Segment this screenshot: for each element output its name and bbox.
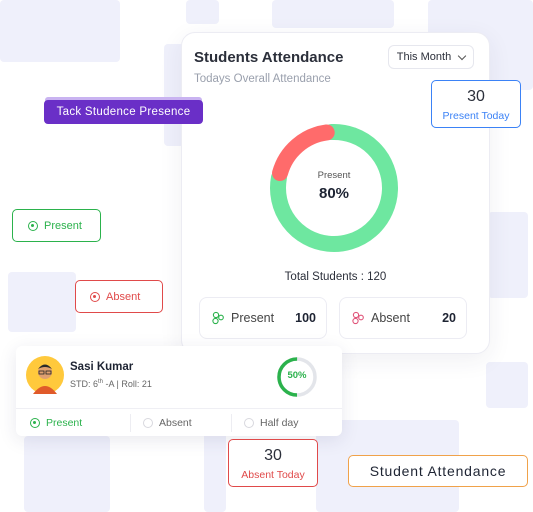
absent-today-box: 30 Absent Today — [228, 439, 318, 487]
progress-fill — [277, 357, 317, 397]
option-half-day-label: Half day — [260, 417, 299, 429]
bg-square — [204, 424, 226, 512]
option-half-day[interactable]: Half day — [244, 417, 299, 429]
period-select[interactable]: This Month — [388, 45, 474, 69]
divider — [231, 414, 232, 432]
track-presence-pill: Tack Studence Presence — [44, 100, 203, 124]
attendance-donut-chart — [270, 124, 398, 252]
donut-center-label: Present — [317, 170, 351, 181]
present-stat-count: 100 — [295, 311, 316, 325]
option-absent-radio-icon — [143, 418, 153, 428]
present-radio-icon — [28, 220, 38, 231]
period-select-value: This Month — [396, 51, 452, 63]
option-absent[interactable]: Absent — [143, 417, 231, 429]
total-students: Total Students : 120 — [284, 271, 387, 283]
bg-square — [24, 436, 110, 512]
option-half-day-radio-icon — [244, 418, 254, 428]
absent-chip[interactable]: Absent — [75, 280, 163, 313]
bg-square — [0, 0, 120, 62]
option-absent-label: Absent — [159, 417, 192, 429]
student-progress-text: 50% — [287, 370, 307, 381]
present-stat-label: Present — [231, 311, 275, 325]
absent-people-icon — [352, 311, 364, 325]
donut-slice-absent — [272, 124, 335, 182]
donut-slice-present — [270, 124, 398, 252]
absent-today-label: Absent Today — [241, 469, 305, 481]
present-stat: Present 100 — [199, 297, 327, 339]
absent-chip-label: Absent — [106, 290, 141, 303]
present-today-value: 30 — [467, 88, 485, 105]
present-today-label: Present Today — [442, 110, 510, 122]
student-card: Sasi Kumar STD: 6th -A | Roll: 21 50% Pr… — [16, 346, 342, 436]
option-present[interactable]: Present — [30, 417, 130, 429]
present-chip[interactable]: Present — [12, 209, 101, 242]
present-today-box: 30 Present Today — [431, 80, 521, 128]
bg-square — [488, 212, 528, 298]
option-present-label: Present — [46, 417, 83, 429]
avatar — [26, 356, 64, 394]
absent-radio-icon — [90, 291, 100, 302]
card-title: Students Attendance — [194, 49, 344, 66]
absent-stat-count: 20 — [442, 311, 456, 325]
donut-center-value: 80% — [318, 185, 350, 202]
attendance-options: Present Absent Half day — [16, 408, 342, 437]
student-attendance-badge: Student Attendance — [348, 455, 528, 487]
chevron-down-icon — [457, 51, 467, 60]
absent-today-value: 30 — [264, 447, 282, 464]
option-present-radio-icon — [30, 418, 40, 428]
student-class-roll: STD: 6th -A | Roll: 21 — [70, 379, 152, 389]
divider — [130, 414, 131, 432]
absent-stat: Absent 20 — [339, 297, 467, 339]
student-progress-ring — [277, 357, 317, 397]
bg-square — [8, 272, 76, 332]
absent-stat-label: Absent — [371, 311, 410, 325]
card-subtitle: Todays Overall Attendance — [194, 73, 331, 85]
bg-square — [186, 0, 219, 24]
present-people-icon — [212, 311, 224, 325]
student-name: Sasi Kumar — [70, 361, 134, 373]
bg-square — [272, 0, 394, 28]
present-chip-label: Present — [44, 219, 82, 232]
bg-square — [486, 362, 528, 408]
